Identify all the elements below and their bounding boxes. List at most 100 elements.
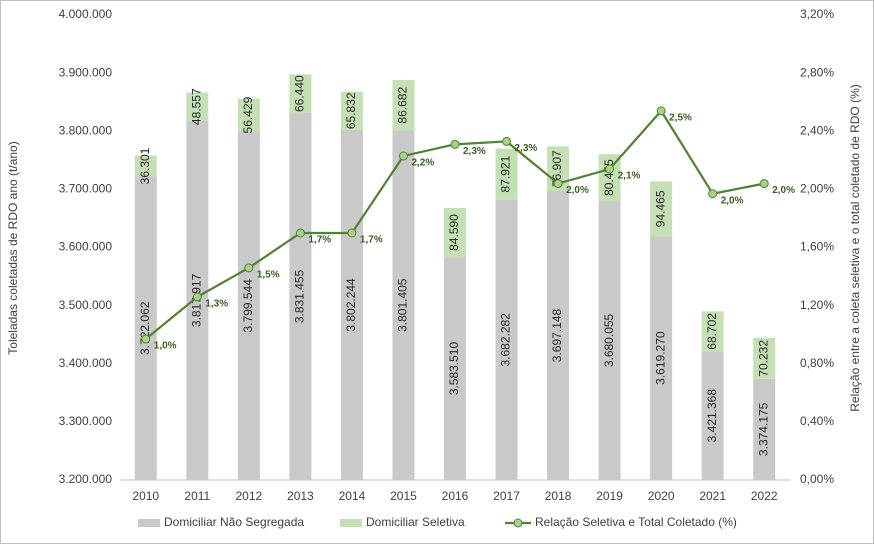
- y2-axis-title: Relação entre a coleta seletiva e o tota…: [848, 84, 862, 412]
- bar: [598, 154, 621, 201]
- bar-value-label: 76.907: [550, 150, 564, 187]
- x-tick-label: 2018: [545, 489, 572, 503]
- line-marker: [553, 179, 563, 189]
- y-tick-label: 3.700.000: [59, 182, 113, 196]
- line-value-label: 2,1%: [618, 171, 641, 182]
- line-marker: [295, 228, 305, 238]
- y2-tick-label: 0,80%: [800, 356, 834, 370]
- bar: [701, 351, 724, 480]
- y-tick-label: 3.500.000: [59, 298, 113, 312]
- bar-value-label: 3.697.148: [550, 309, 564, 363]
- y2-tick-label: 1,60%: [800, 240, 834, 254]
- line-value-label: 2,2%: [411, 158, 434, 169]
- bar-value-label: 65.832: [344, 92, 358, 129]
- y2-tick-label: 0,40%: [800, 414, 834, 428]
- x-tick-label: 2012: [235, 489, 262, 503]
- bar: [392, 80, 415, 131]
- bar-value-label: 36.301: [138, 147, 152, 184]
- line-value-label: 2,0%: [566, 185, 589, 196]
- y-axis-title: Toleladas coletadas de RDO ano (t/ano): [6, 141, 20, 354]
- bar-value-label: 3.421.368: [705, 389, 719, 443]
- bar: [650, 181, 673, 237]
- y-tick-label: 3.400.000: [59, 356, 113, 370]
- bar: [495, 148, 518, 200]
- bar-value-label: 84.590: [447, 214, 461, 251]
- bar-value-label: 3.583.510: [447, 342, 461, 396]
- x-tick-label: 2015: [390, 489, 417, 503]
- bar: [444, 207, 466, 258]
- bar: [753, 337, 776, 379]
- line-marker: [192, 292, 202, 302]
- x-tick-label: 2016: [442, 489, 469, 503]
- y2-tick-label: 0,00%: [800, 472, 834, 486]
- bar: [650, 236, 673, 480]
- bar-value-label: 66.440: [293, 75, 307, 112]
- y-tick-label: 3.600.000: [59, 240, 113, 254]
- y2-tick-label: 2,00%: [800, 182, 834, 196]
- bar: [753, 378, 776, 480]
- x-tick-label: 2013: [287, 489, 314, 503]
- y2-tick-label: 2,80%: [800, 65, 834, 79]
- line-marker: [502, 136, 512, 146]
- bar: [495, 199, 518, 480]
- bar-value-label: 70.232: [756, 340, 770, 377]
- x-tick-label: 2021: [699, 489, 726, 503]
- y-tick-label: 3.200.000: [59, 472, 113, 486]
- bar: [340, 91, 363, 130]
- y2-tick-label: 3,20%: [800, 7, 834, 21]
- bar: [237, 98, 260, 132]
- bar: [598, 200, 621, 481]
- bar-value-label: 87.921: [499, 155, 513, 192]
- bar-value-label: 3.799.544: [241, 279, 255, 333]
- x-tick-label: 2019: [596, 489, 623, 503]
- bar: [186, 92, 209, 121]
- legend-swatch: [138, 519, 160, 527]
- line-value-label: 2,0%: [772, 185, 795, 196]
- line-marker: [759, 179, 769, 189]
- bar: [289, 112, 312, 480]
- line-marker: [708, 189, 718, 199]
- bar: [289, 74, 312, 113]
- y-tick-label: 3.900.000: [59, 65, 113, 79]
- x-tick-label: 2020: [648, 489, 675, 503]
- bar-value-label: 3.680.055: [602, 313, 616, 367]
- line-marker: [398, 151, 408, 161]
- line-value-label: 2,3%: [515, 143, 538, 154]
- bar-value-label: 48.557: [189, 88, 203, 125]
- bar-value-label: 3.801.405: [396, 278, 410, 332]
- line-value-label: 2,5%: [669, 113, 692, 124]
- bar: [701, 311, 724, 352]
- line-marker: [450, 139, 460, 149]
- bar-value-label: 94.465: [653, 190, 667, 227]
- legend-label: Domiciliar Seletiva: [366, 515, 465, 529]
- y2-tick-label: 2,40%: [800, 123, 834, 137]
- y2-tick-label: 1,20%: [800, 298, 834, 312]
- bar: [134, 176, 157, 481]
- bar-value-label: 3.619.270: [653, 331, 667, 385]
- bar-value-label: 86.682: [396, 87, 410, 124]
- line-value-label: 1,7%: [308, 235, 331, 246]
- x-tick-label: 2017: [493, 489, 520, 503]
- line-marker: [605, 164, 615, 174]
- bar-value-label: 3.831.455: [293, 269, 307, 323]
- y-tick-label: 3.300.000: [59, 414, 113, 428]
- bar-value-label: 3.802.244: [344, 278, 358, 332]
- bar-value-label: 3.374.175: [756, 402, 770, 456]
- bar-value-label: 56.429: [241, 96, 255, 133]
- bar: [392, 130, 415, 480]
- legend-marker: [513, 518, 523, 528]
- bar: [340, 129, 363, 480]
- legend-label: Domiciliar Não Segregada: [164, 515, 304, 529]
- line-marker: [656, 106, 666, 116]
- x-tick-label: 2022: [751, 489, 778, 503]
- line-value-label: 1,3%: [205, 299, 228, 310]
- bar-value-label: 68.702: [705, 313, 719, 350]
- y-tick-label: 4.000.000: [59, 7, 113, 21]
- line-marker: [244, 263, 254, 273]
- x-tick-label: 2014: [339, 489, 366, 503]
- bar: [134, 155, 157, 177]
- legend-label: Relação Seletiva e Total Coletado (%): [535, 515, 737, 529]
- line-value-label: 1,5%: [257, 269, 280, 280]
